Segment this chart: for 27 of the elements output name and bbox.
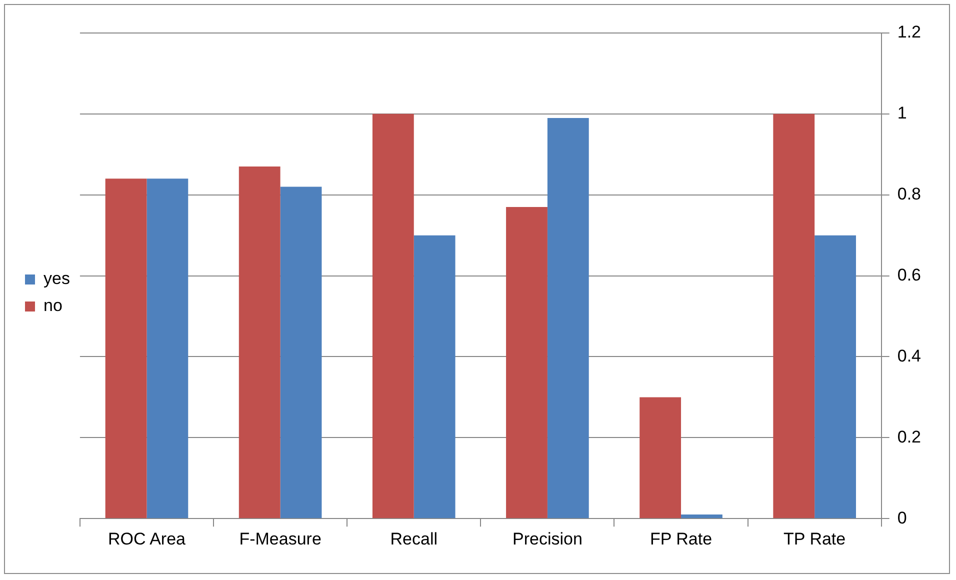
legend-label: yes [44,269,70,288]
x-tick-label: TP Rate [784,529,846,548]
x-tick-label: Precision [512,529,582,548]
bar [547,118,589,518]
bar [814,235,856,518]
x-tick-label: F-Measure [239,529,322,548]
y-tick-label: 0.8 [897,184,922,204]
y-tick-label: 0 [897,508,907,528]
y-tick-label: 0.2 [897,427,922,446]
y-tick-label: 0.6 [897,265,922,284]
bar [506,207,548,518]
bar [681,514,722,518]
bar [372,114,414,518]
y-tick-label: 1 [897,104,907,123]
x-tick-label: FP Rate [650,529,712,548]
y-tick-label: 0.4 [897,346,922,366]
y-tick-label: 1.2 [897,22,922,42]
x-tick-label: ROC Area [108,529,186,548]
bar [105,178,147,518]
bar [146,178,188,518]
bar [640,397,682,518]
bar [238,166,280,518]
bar [280,186,322,518]
legend-label: no [44,296,62,316]
x-tick-label: Recall [390,529,438,548]
bar [414,235,456,518]
bar [773,114,815,518]
